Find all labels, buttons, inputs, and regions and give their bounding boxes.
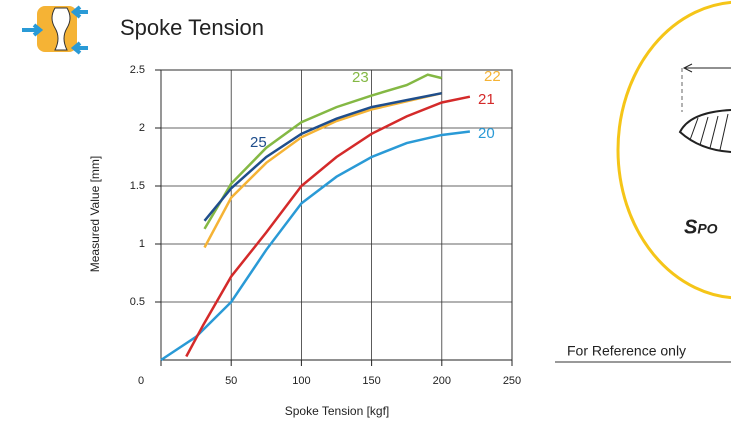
x-tick-label: 100 — [292, 375, 310, 387]
line — [185, 95, 471, 358]
y-tick-label: 2.5 — [130, 64, 145, 76]
icon — [22, 5, 88, 55]
y-tick-label: 2 — [139, 122, 145, 134]
y-axis-title: Measured Value [mm] — [88, 156, 102, 273]
series-label: 20 — [478, 125, 495, 142]
x-axis-title: Spoke Tension [kgf] — [285, 404, 390, 418]
series-label: 21 — [478, 91, 495, 108]
series-label: 22 — [484, 68, 501, 85]
badge-text: Spo — [684, 216, 718, 238]
x-tick-label: 250 — [503, 375, 521, 387]
x-tick-label: 150 — [362, 375, 380, 387]
x-tick-label: 0 — [138, 375, 144, 387]
y-tick-label: 1.5 — [130, 180, 145, 192]
y-tick-label: 0.5 — [130, 296, 145, 308]
series-label: 23 — [352, 69, 369, 86]
y-tick-label: 1 — [139, 238, 145, 250]
note: For Reference only — [567, 343, 686, 359]
line — [203, 73, 443, 230]
series-label: 25 — [250, 134, 267, 151]
x-tick-label: 50 — [225, 375, 237, 387]
line — [203, 91, 443, 222]
page-title: Spoke Tension — [120, 15, 264, 40]
x-tick-label: 200 — [433, 375, 451, 387]
diagram-panel: Spo — [616, 0, 731, 300]
line — [160, 130, 471, 362]
line — [203, 91, 443, 249]
